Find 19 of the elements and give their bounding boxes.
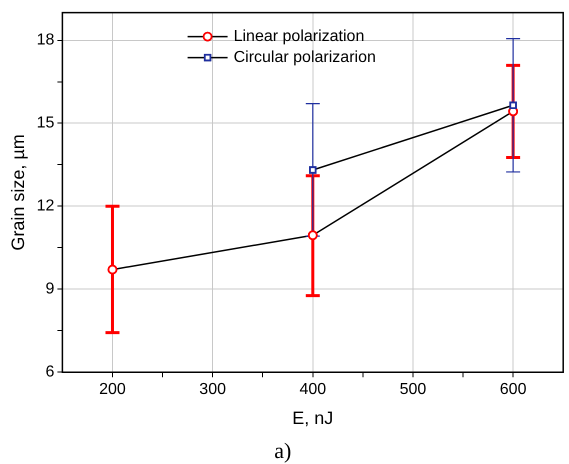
text: a): [274, 438, 292, 463]
y-tick-label: 9: [45, 280, 54, 298]
y-tick-label: 15: [36, 114, 54, 132]
x-tick-label: 300: [199, 381, 226, 398]
y-tick-label: 6: [45, 364, 54, 381]
legend-label: Linear polarization: [234, 28, 364, 46]
legend-label: Circular polarizarion: [234, 49, 376, 66]
x-tick-label: 400: [299, 381, 326, 398]
x-tick-label: 200: [99, 381, 126, 398]
y-axis-title: Grain size, µm: [8, 134, 28, 251]
y-tick-label: 18: [36, 32, 54, 49]
point: [509, 102, 517, 109]
y-tick-label: 12: [36, 198, 54, 215]
x-tick-label: 500: [400, 381, 426, 398]
x-tick-label: 600: [500, 381, 527, 398]
point: [309, 166, 317, 174]
point: [308, 230, 318, 240]
point: [108, 264, 118, 274]
x-axis-title: E, nJ: [292, 408, 334, 428]
